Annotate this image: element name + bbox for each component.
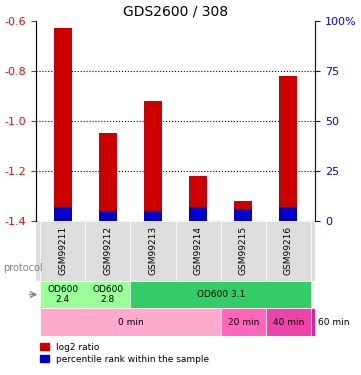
Text: GSM99216: GSM99216 xyxy=(284,226,293,275)
Legend: log2 ratio, percentile rank within the sample: log2 ratio, percentile rank within the s… xyxy=(40,343,209,364)
Bar xyxy=(54,207,72,221)
Text: GSM99213: GSM99213 xyxy=(148,226,157,275)
Bar xyxy=(189,176,207,221)
Bar xyxy=(144,211,162,221)
Bar xyxy=(40,281,85,308)
Text: GSM99212: GSM99212 xyxy=(103,226,112,275)
Text: OD600 3.1: OD600 3.1 xyxy=(196,290,245,299)
Bar xyxy=(130,281,311,308)
Bar xyxy=(99,211,117,221)
Text: OD600
2.8: OD600 2.8 xyxy=(92,285,123,304)
Bar xyxy=(266,221,311,281)
Bar xyxy=(221,308,266,336)
Bar xyxy=(279,207,297,221)
Text: GSM99211: GSM99211 xyxy=(58,226,67,275)
Bar xyxy=(130,221,175,281)
Bar xyxy=(144,101,162,221)
Bar xyxy=(234,209,252,221)
Bar xyxy=(40,308,221,336)
Text: 60 min: 60 min xyxy=(318,318,349,327)
Bar xyxy=(221,221,266,281)
Text: 20 min: 20 min xyxy=(227,318,259,327)
Text: 40 min: 40 min xyxy=(273,318,304,327)
Text: GSM99214: GSM99214 xyxy=(193,226,203,275)
Title: GDS2600 / 308: GDS2600 / 308 xyxy=(123,4,228,18)
Bar xyxy=(279,76,297,221)
Text: OD600
2.4: OD600 2.4 xyxy=(47,285,78,304)
Bar xyxy=(189,207,207,221)
Text: GSM99215: GSM99215 xyxy=(239,226,248,275)
Bar xyxy=(40,221,85,281)
Bar xyxy=(234,201,252,221)
Text: protocol: protocol xyxy=(4,263,43,273)
Bar xyxy=(85,221,130,281)
Bar xyxy=(266,308,311,336)
Bar xyxy=(99,133,117,221)
Bar xyxy=(85,281,130,308)
Bar xyxy=(311,308,356,336)
Bar xyxy=(54,28,72,221)
Text: 0 min: 0 min xyxy=(118,318,143,327)
Bar xyxy=(175,221,221,281)
